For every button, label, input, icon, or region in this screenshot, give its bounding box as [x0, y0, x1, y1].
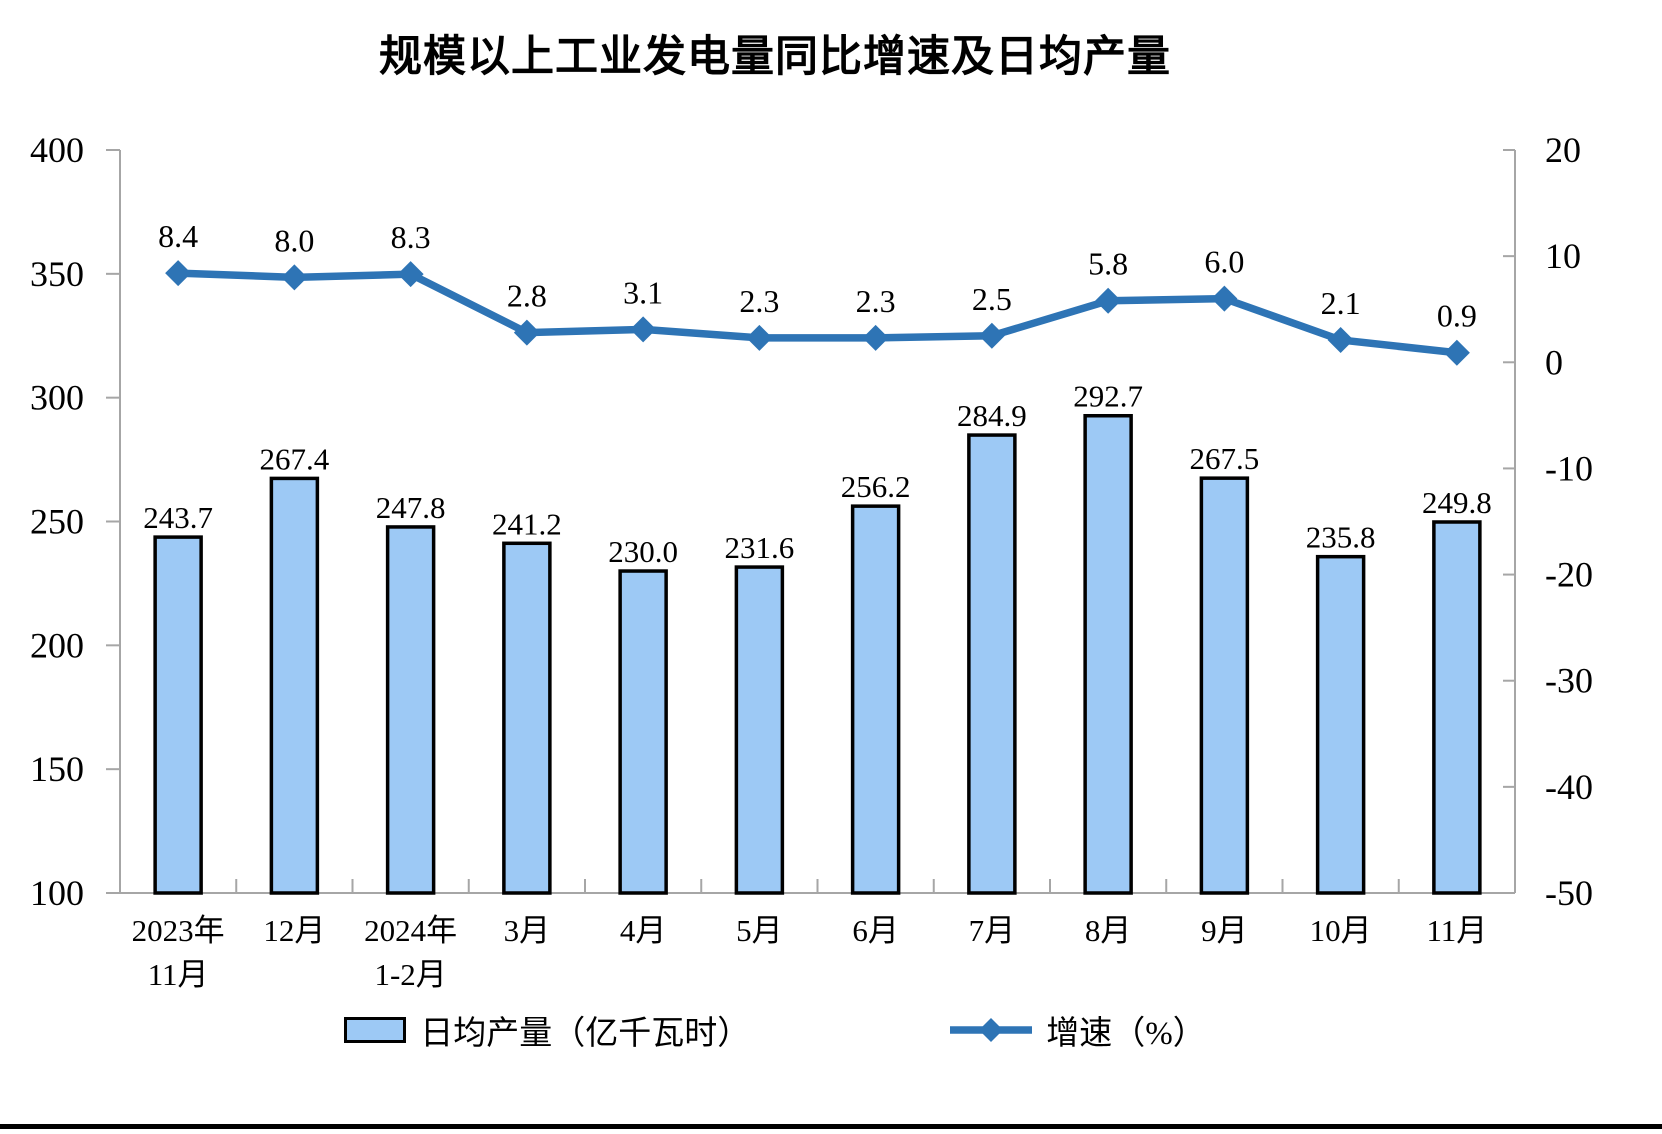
category-label: 7月: [969, 913, 1016, 948]
right-axis-tick-label: 10: [1545, 236, 1581, 276]
combo-chart: 40035030025020015010020100-10-20-30-40-5…: [30, 130, 1593, 992]
left-axis-tick-label: 200: [30, 625, 84, 665]
bar-0: [153, 535, 203, 895]
line-marker-11: [1443, 339, 1470, 366]
category-label: 8月: [1085, 913, 1132, 948]
left-axis-tick-label: 100: [30, 873, 84, 913]
line-marker-10: [1327, 326, 1354, 353]
category-label: 3月: [504, 913, 551, 948]
bar-5: [734, 565, 785, 895]
bar-1: [269, 476, 320, 895]
line-value-label: 8.3: [391, 219, 431, 255]
line-value-label: 2.3: [739, 283, 779, 319]
category-label: 1-2月: [374, 957, 446, 992]
category-label: 12月: [263, 913, 325, 948]
bar-value-label: 267.5: [1190, 441, 1260, 476]
chart-legend: 日均产量（亿千瓦时） 增速（%）: [0, 1006, 1550, 1054]
bar-6: [850, 504, 901, 895]
line-value-label: 8.4: [158, 218, 198, 254]
category-label: 4月: [620, 913, 667, 948]
bottom-divider: [0, 1124, 1662, 1129]
left-axis-tick-label: 350: [30, 254, 84, 294]
right-axis-tick-label: -50: [1545, 873, 1593, 913]
line-value-label: 2.8: [507, 278, 547, 314]
right-axis-tick-label: 0: [1545, 342, 1563, 382]
legend-diamond-marker: [979, 1018, 1004, 1042]
category-label: 2024年: [364, 913, 457, 948]
left-axis-tick-label: 300: [30, 378, 84, 418]
bar-value-label: 235.8: [1306, 520, 1376, 555]
line-marker-7: [978, 322, 1005, 349]
line-marker-swatch: [950, 1018, 1033, 1042]
category-label: 10月: [1310, 913, 1372, 948]
bar-4: [618, 569, 668, 895]
bar-2: [385, 525, 436, 895]
category-label: 5月: [736, 913, 783, 948]
chart-title: 规模以上工业发电量同比增速及日均产量: [379, 33, 1171, 81]
line-value-label: 2.3: [856, 283, 896, 319]
right-axis-tick-label: 20: [1545, 130, 1581, 170]
line-value-label: 0.9: [1437, 298, 1477, 334]
right-axis-tick-label: -20: [1545, 555, 1593, 595]
line-value-label: 6.0: [1204, 244, 1244, 280]
line-marker-8: [1095, 287, 1122, 314]
line-value-label: 2.5: [972, 281, 1012, 317]
category-label: 11月: [148, 957, 209, 992]
bar-7: [967, 433, 1017, 895]
line-value-label: 3.1: [623, 274, 663, 310]
bar-8: [1083, 413, 1133, 895]
line-marker-3: [513, 319, 540, 346]
line-value-label: 5.8: [1088, 246, 1128, 282]
line-marker-0: [165, 260, 192, 287]
right-axis-tick-label: -10: [1545, 448, 1593, 488]
legend-line-label: 增速（%）: [1046, 1016, 1206, 1052]
right-axis-tick-label: -30: [1545, 661, 1593, 701]
bar-value-label: 230.0: [608, 534, 678, 569]
line-marker-4: [630, 316, 657, 343]
bar-value-label: 267.4: [260, 441, 330, 476]
bar-3: [502, 541, 552, 895]
bar-value-label: 256.2: [841, 469, 911, 504]
bar-10: [1315, 554, 1366, 895]
bar-value-label: 284.9: [957, 398, 1027, 433]
bar-value-label: 231.6: [725, 530, 795, 565]
category-label: 11月: [1426, 913, 1487, 948]
left-axis-tick-label: 400: [30, 130, 84, 170]
legend-bar-label: 日均产量（亿千瓦时）: [420, 1016, 751, 1052]
category-label: 2023年: [132, 913, 225, 948]
line-marker-9: [1211, 285, 1238, 312]
bar-value-label: 247.8: [376, 490, 446, 525]
bar-value-label: 249.8: [1422, 485, 1492, 520]
line-marker-2: [397, 261, 424, 288]
line-marker-1: [281, 264, 308, 291]
bar-value-label: 243.7: [143, 500, 213, 535]
category-label: 9月: [1201, 913, 1248, 948]
right-axis-tick-label: -40: [1545, 767, 1593, 807]
legend-item-bars: 日均产量（亿千瓦时）: [344, 1006, 750, 1054]
line-value-label: 2.1: [1321, 285, 1361, 321]
left-axis-tick-label: 150: [30, 749, 84, 789]
bar-value-label: 292.7: [1073, 379, 1143, 414]
line-value-label: 8.0: [274, 222, 314, 258]
bar-9: [1199, 476, 1250, 895]
bar-11: [1432, 520, 1482, 895]
growth-line: [177, 269, 1458, 357]
line-marker-5: [746, 324, 773, 351]
category-label: 6月: [852, 913, 899, 948]
bar-value-label: 241.2: [492, 506, 562, 541]
bar-swatch: [344, 1017, 407, 1043]
left-axis-tick-label: 250: [30, 502, 84, 542]
legend-item-line: 增速（%）: [950, 1006, 1206, 1054]
line-marker-6: [862, 324, 889, 351]
